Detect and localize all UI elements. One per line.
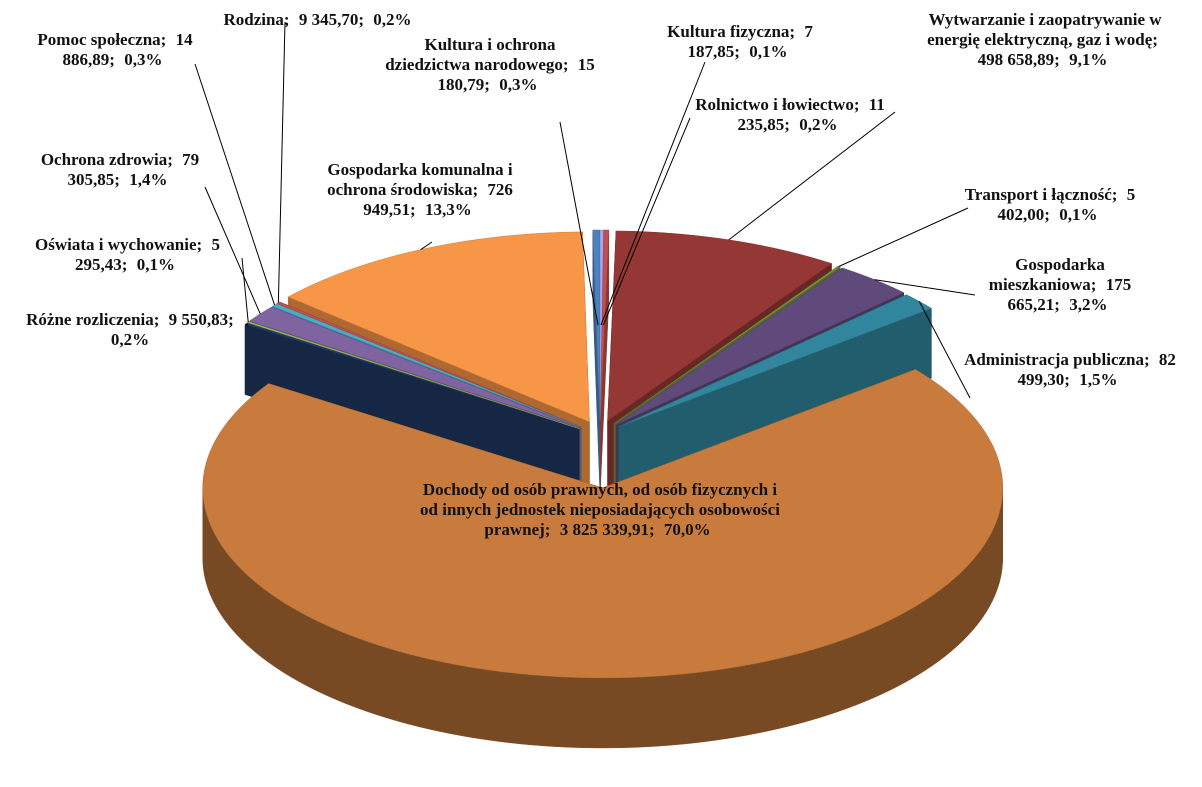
slice-label: Rolnictwo i łowiectwo; 11 235,85; 0,2% xyxy=(680,95,900,135)
label-part: 79 305,85; xyxy=(67,150,200,189)
label-part: Gospodarka komunalna i ochrona środowisk… xyxy=(327,160,513,199)
label-part: 5 295,43; xyxy=(75,235,220,274)
label-part: Ochrona zdrowia; xyxy=(40,150,173,169)
label-part: 0,1% xyxy=(1059,205,1098,224)
label-part: 9 550,83; xyxy=(168,310,234,329)
label-part: Różne rozliczenia; xyxy=(26,310,160,329)
slice-label: Transport i łączność; 5 402,00; 0,1% xyxy=(950,185,1150,225)
leader-line xyxy=(204,186,261,315)
slice-label: Kultura i ochrona dziedzictwa narodowego… xyxy=(380,35,600,95)
slice xyxy=(249,306,581,429)
leader-line xyxy=(559,121,599,326)
label-part: 7 187,85; xyxy=(687,22,813,61)
label-part: 1,4% xyxy=(129,170,168,189)
slice-label: Oświata i wychowanie; 5 295,43; 0,1% xyxy=(10,235,245,275)
label-part: 13,3% xyxy=(424,200,472,219)
leader-line xyxy=(918,301,971,399)
leader-line xyxy=(600,61,706,326)
label-part: 9 345,70; xyxy=(298,10,365,29)
slice xyxy=(607,230,833,422)
label-part: 11 235,85; xyxy=(737,95,885,134)
slice xyxy=(599,229,604,421)
label-part: 3 825 339,91; xyxy=(559,520,655,539)
leader-line xyxy=(874,279,976,296)
slice-label: Gospodarka mieszkaniowa; 175 665,21; 3,2… xyxy=(960,255,1160,315)
slice-label: Gospodarka komunalna i ochrona środowisk… xyxy=(300,160,540,220)
slice-label: Administracja publiczna; 82 499,30; 1,5% xyxy=(960,350,1180,390)
label-part: Wytwarzanie i zaopatrywanie w energię el… xyxy=(927,10,1162,49)
slice xyxy=(618,294,933,428)
slice-label: Wytwarzanie i zaopatrywanie w energię el… xyxy=(915,10,1175,70)
label-part: 15 180,79; xyxy=(437,55,595,94)
label-part: 498 658,89; xyxy=(977,50,1060,69)
label-part: Pomoc społeczna; xyxy=(37,30,167,49)
label-part: 5 402,00; xyxy=(997,185,1136,224)
label-part: 14 886,89; xyxy=(62,30,193,69)
slice-label: Dochody od osób prawnych, od osób fizycz… xyxy=(420,480,780,540)
label-part: 9,1% xyxy=(1069,50,1108,69)
slice xyxy=(615,267,905,425)
slice-label: Rodzina; 9 345,70; 0,2% xyxy=(200,10,440,30)
label-part: 70,0% xyxy=(663,520,711,539)
label-part: 82 499,30; xyxy=(1017,350,1176,389)
label-part: Gospodarka mieszkaniowa; xyxy=(988,255,1105,294)
slice-label: Ochrona zdrowia; 79 305,85; 1,4% xyxy=(15,150,225,190)
label-part: Kultura i ochrona dziedzictwa narodowego… xyxy=(385,35,569,74)
label-part: 1,5% xyxy=(1079,370,1118,389)
label-part: Dochody od osób prawnych, od osób fizycz… xyxy=(420,480,780,539)
label-part: 0,2% xyxy=(373,10,412,29)
label-part: 3,2% xyxy=(1069,295,1108,314)
slice xyxy=(600,229,610,421)
slice xyxy=(592,229,601,421)
leader-line xyxy=(838,207,969,267)
label-part: 0,2% xyxy=(110,330,150,349)
leader-line xyxy=(602,117,691,326)
label-part: 0,3% xyxy=(124,50,163,69)
leader-line xyxy=(241,257,249,323)
slice-label: Pomoc społeczna; 14 886,89; 0,3% xyxy=(15,30,215,70)
label-part: Kultura fizyczna; xyxy=(667,22,796,41)
label-part: 0,2% xyxy=(799,115,838,134)
label-part: Administracja publiczna; xyxy=(964,350,1150,369)
label-part: Transport i łączność; xyxy=(964,185,1118,204)
label-part: Rolnictwo i łowiectwo; xyxy=(695,95,860,114)
leader-line xyxy=(194,63,276,306)
label-part: 0,1% xyxy=(749,42,788,61)
slice xyxy=(202,369,1003,679)
slice-label: Kultura fizyczna; 7 187,85; 0,1% xyxy=(640,22,840,62)
label-part: Oświata i wychowanie; xyxy=(35,235,203,254)
label-part: 726 949,51; xyxy=(363,180,513,219)
leader-line xyxy=(277,21,286,303)
leader-line xyxy=(420,241,433,250)
leader-line xyxy=(728,111,896,241)
label-part: 0,1% xyxy=(136,255,175,274)
label-part: Rodzina; xyxy=(223,10,290,29)
label-part: 175 665,21; xyxy=(1007,275,1132,314)
leader-line xyxy=(245,323,249,327)
slice-label: Różne rozliczenia; 9 550,83; 0,2% xyxy=(20,310,245,350)
label-part: 0,3% xyxy=(499,75,538,94)
